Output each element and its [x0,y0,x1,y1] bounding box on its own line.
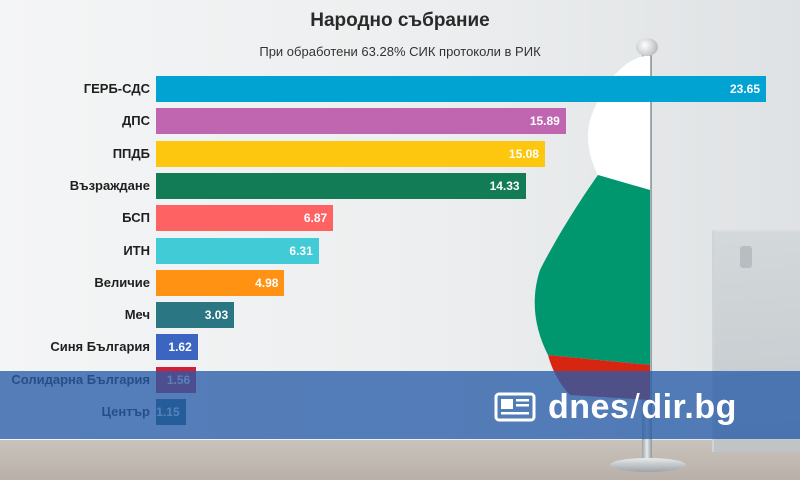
category-label: Възраждане [69,177,150,193]
category-label: ППДБ [112,145,150,161]
bar [156,334,198,361]
bar [156,76,766,102]
bar-value-label: 15.08 [508,146,539,161]
newspaper-icon [494,392,536,422]
logo-part2: dir.bg [641,387,737,426]
bar-value-label: 4.98 [255,275,279,290]
chart-title: Народно събрание [310,10,490,31]
brand-banner [0,371,800,439]
logo-slash: / [630,387,641,426]
bar-value-label: 15.89 [529,114,560,129]
flag-pole-finial [636,38,658,56]
category-label: ИТН [123,242,150,258]
bar [156,140,545,167]
bar [156,108,566,135]
bar [156,269,285,296]
bar-value-label: 23.65 [729,82,760,96]
category-label: Величие [94,274,150,290]
ballot-slot [740,246,752,268]
bar [156,172,526,199]
site-logo[interactable]: dnes/dir.bg [494,385,737,429]
flag-pole-base [610,458,686,472]
bar-value-label: 14.33 [489,178,520,193]
logo-part1: dnes [548,387,630,426]
category-label: ГЕРБ-СДС [83,81,150,96]
category-label: БСП [122,210,150,226]
bar-value-label: 3.03 [204,308,229,323]
category-label: ДПС [122,113,150,129]
bar-value-label: 6.87 [303,211,328,226]
bar-value-label: 1.62 [168,340,192,355]
bar [156,237,319,264]
logo-text: dnes/dir.bg [548,388,737,427]
chart-subtitle: При обработени 63.28% СИК протоколи в РИ… [259,44,541,59]
bar [156,302,235,329]
category-label: Меч [124,307,150,323]
category-label: Синя България [50,339,150,355]
bar [156,205,334,232]
bar-value-label: 6.31 [289,243,313,258]
